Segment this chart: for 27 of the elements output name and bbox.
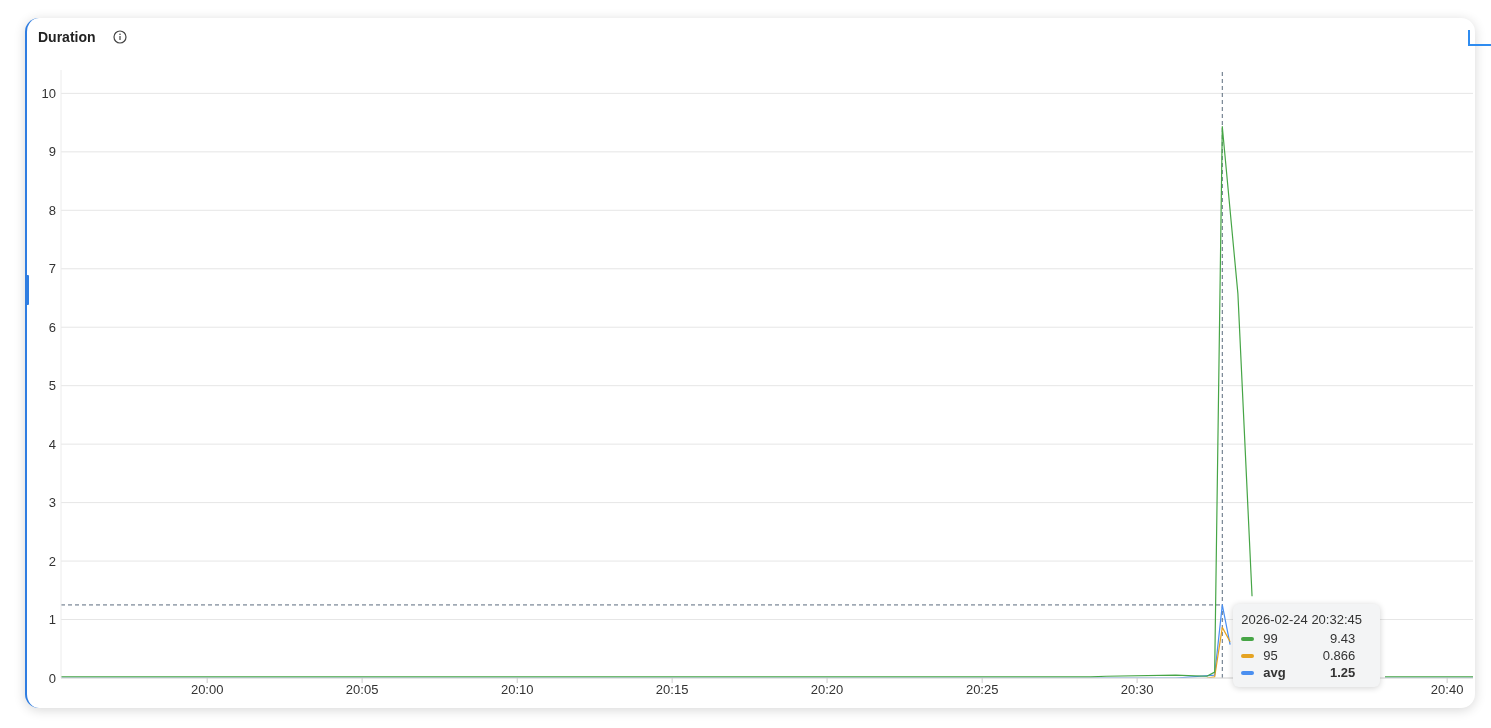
legend-label: 99 xyxy=(1263,631,1278,646)
annotation: 9.43 xyxy=(1329,631,1356,646)
y-tick-label: 10 xyxy=(41,86,56,101)
legend-label: avg xyxy=(1263,665,1286,680)
y-tick-label: 5 xyxy=(48,378,56,394)
annotation: 0.866 xyxy=(1322,648,1356,663)
x-tick-label: 20:15 xyxy=(655,682,689,698)
x-tick-label: 20:40 xyxy=(1430,682,1464,698)
chart-title: Duration xyxy=(38,29,96,45)
y-tick-label: 6 xyxy=(48,319,56,335)
legend-label: 95 xyxy=(1263,648,1278,663)
y-tick-label: 9 xyxy=(48,144,56,160)
x-tick-label: 20:30 xyxy=(1120,682,1154,698)
x-tick-label: 20:00 xyxy=(190,682,224,698)
y-tick-label: 7 xyxy=(48,261,56,277)
x-tick-label: 20:25 xyxy=(965,682,999,698)
y-tick-label: 4 xyxy=(48,436,56,452)
y-tick-label: 2 xyxy=(48,553,56,569)
x-tick-label: 20:10 xyxy=(500,682,534,698)
y-tick-label: 8 xyxy=(48,202,56,218)
x-tick-label: 20:05 xyxy=(345,682,379,698)
y-tick-label: 0 xyxy=(48,670,56,686)
y-tick-label: 3 xyxy=(48,495,56,511)
y-tick-label: 1 xyxy=(48,612,56,628)
annotation: 1.25 xyxy=(1329,665,1356,680)
x-tick-label: 20:20 xyxy=(810,682,844,698)
annotation: 2026-02-24 20:32:45 xyxy=(1241,612,1362,627)
